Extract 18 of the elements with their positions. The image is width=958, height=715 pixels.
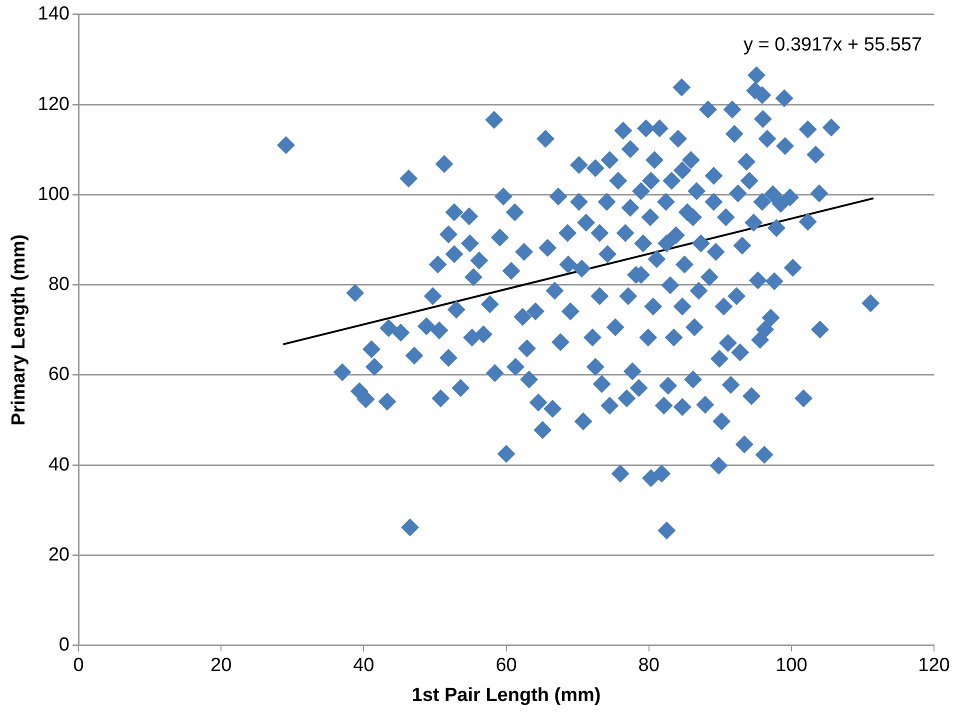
y-tick-label: 20	[48, 544, 70, 566]
y-tick-label: 120	[38, 94, 70, 115]
x-tick-label: 120	[918, 655, 950, 676]
y-tick-label: 140	[38, 4, 70, 25]
x-axis-title: 1st Pair Length (mm)	[412, 684, 601, 706]
y-tick-label: 0	[58, 634, 70, 656]
x-tick-label: 100	[776, 655, 808, 676]
x-tick-label: 40	[353, 655, 374, 676]
x-tick-label: 60	[496, 655, 517, 676]
y-tick-label: 100	[38, 184, 70, 205]
x-tick-label: 80	[638, 655, 660, 676]
y-tick-label: 40	[48, 454, 70, 476]
x-tick-label: 0	[73, 655, 84, 676]
x-tick-label: 20	[210, 655, 232, 676]
y-tick-label: 80	[48, 274, 70, 296]
y-tick-label: 60	[48, 364, 70, 386]
y-axis-title: Primary Length (mm)	[8, 234, 30, 426]
annotation: y = 0.3917x + 55.557	[743, 34, 922, 56]
